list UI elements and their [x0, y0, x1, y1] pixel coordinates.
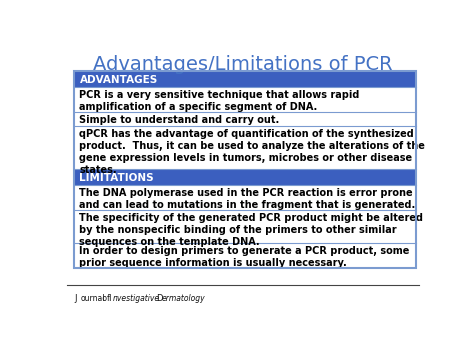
- Text: I: I: [108, 294, 110, 303]
- Text: nvestigative: nvestigative: [113, 294, 160, 303]
- Bar: [74, 71, 416, 268]
- Bar: [74, 126, 416, 169]
- Bar: [74, 71, 416, 87]
- Text: The specificity of the generated PCR product might be altered
by the nonspecific: The specificity of the generated PCR pro…: [80, 213, 423, 247]
- Text: LIMITATIONS: LIMITATIONS: [80, 173, 154, 182]
- Text: of: of: [100, 294, 112, 303]
- Text: J: J: [74, 294, 76, 303]
- Text: In order to design primers to generate a PCR product, some
prior sequence inform: In order to design primers to generate a…: [80, 246, 410, 268]
- Text: Advantages/Limitations of PCR: Advantages/Limitations of PCR: [93, 55, 393, 74]
- Text: ermatology: ermatology: [161, 294, 205, 303]
- Bar: [74, 210, 416, 243]
- Text: ADVANTAGES: ADVANTAGES: [80, 75, 158, 84]
- Bar: [74, 87, 416, 112]
- Bar: [74, 169, 416, 185]
- Text: The DNA polymerase used in the PCR reaction is error prone
and can lead to mutat: The DNA polymerase used in the PCR react…: [80, 188, 416, 210]
- Text: D: D: [156, 294, 163, 303]
- Text: Simple to understand and carry out.: Simple to understand and carry out.: [80, 115, 280, 125]
- Bar: [74, 243, 416, 268]
- Text: PCR is a very sensitive technique that allows rapid
amplification of a specific : PCR is a very sensitive technique that a…: [80, 90, 360, 112]
- Bar: [74, 112, 416, 126]
- Text: qPCR has the advantage of quantification of the synthesized
product.  Thus, it c: qPCR has the advantage of quantification…: [80, 130, 425, 175]
- Text: ournal: ournal: [81, 294, 105, 303]
- Bar: [74, 185, 416, 210]
